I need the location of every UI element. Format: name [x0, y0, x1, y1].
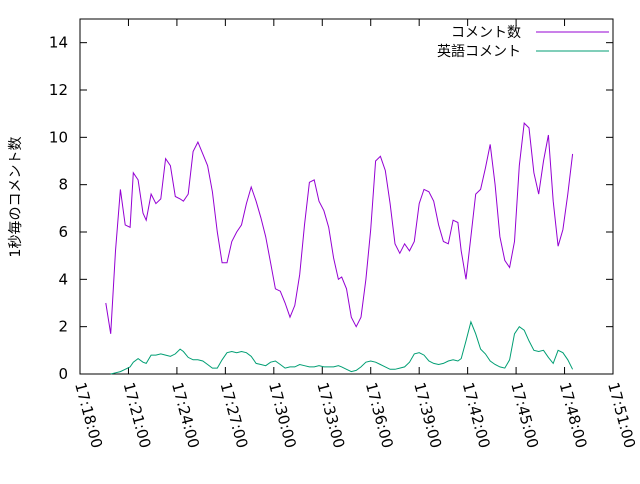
ticks: 0 2 4 6 8 10 12 14 17:18:00 17:21:00 17:24:00 17:27…: [49, 19, 639, 450]
x-tick-label: 17:51:00: [604, 380, 639, 450]
series: [105, 122, 574, 375]
x-tick-label: 17:39:00: [410, 380, 445, 450]
y-tick-label: 14: [49, 34, 68, 52]
legend-label-2: 英語コメント: [437, 43, 521, 60]
y-tick-label: 0: [58, 365, 68, 383]
x-tick-label: 17:21:00: [120, 380, 155, 450]
y-tick-label: 12: [49, 81, 68, 99]
y-tick-label: 6: [58, 223, 68, 241]
x-tick-label: 17:33:00: [313, 380, 348, 450]
x-tick-label: 17:48:00: [556, 380, 591, 450]
y-tick-label: 2: [58, 318, 68, 336]
y-axis-label: 1秒毎のコメント数: [8, 137, 24, 258]
x-tick-label: 17:27:00: [216, 380, 251, 450]
x-tick-label: 17:18:00: [71, 380, 106, 450]
plot-border: [79, 18, 614, 375]
y-tick-label: 8: [58, 176, 68, 194]
series-line-2: [110, 320, 574, 375]
axes: [79, 18, 614, 375]
x-tick-label: 17:24:00: [168, 380, 203, 450]
y-tick-label: 10: [49, 128, 68, 146]
x-tick-label: 17:36:00: [362, 380, 397, 450]
y-tick-label: 4: [58, 270, 68, 288]
legend-label-1: コメント数: [451, 25, 521, 41]
x-tick-label: 17:30:00: [265, 380, 300, 450]
x-tick-label: 17:42:00: [459, 380, 494, 450]
x-tick-label: 17:45:00: [507, 380, 542, 450]
series-line-1: [105, 122, 574, 334]
